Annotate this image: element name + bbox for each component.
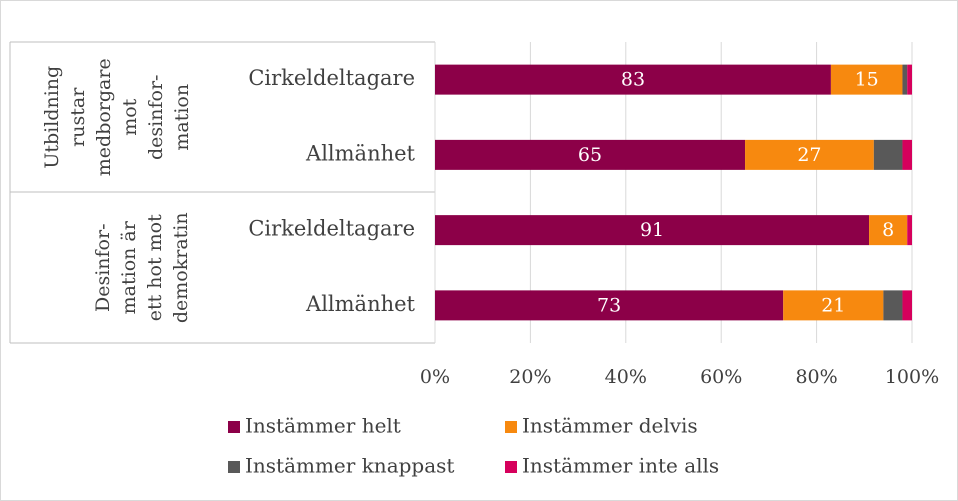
bar-segment	[907, 64, 912, 95]
bar-segment	[902, 64, 908, 95]
legend-label: Instämmer knappast	[245, 454, 454, 478]
data-label: 21	[821, 294, 845, 316]
bar-segment	[435, 290, 784, 321]
bar-segment	[745, 139, 874, 170]
legend-swatch	[228, 461, 240, 473]
data-label: 91	[640, 219, 664, 241]
group-label: medborgare	[93, 58, 115, 176]
data-label: 73	[597, 294, 621, 316]
x-tick-label: 40%	[605, 366, 647, 388]
x-tick-label: 80%	[795, 366, 837, 388]
y-tick-label: Allmänhet	[305, 141, 416, 165]
bar-segment	[435, 139, 746, 170]
legend-swatch	[505, 461, 517, 473]
group-label: mot	[119, 98, 141, 135]
bar-segment	[869, 215, 908, 246]
group-label: demokratin	[170, 212, 192, 323]
group-label: ett hot mot	[144, 214, 166, 321]
legend-swatch	[228, 421, 240, 433]
data-label: 27	[797, 144, 821, 166]
bar-segment	[783, 290, 884, 321]
data-label: 83	[621, 69, 645, 91]
data-label: 8	[882, 219, 894, 241]
group-label: rustar	[67, 87, 89, 147]
group-label: desinfor-	[145, 75, 167, 160]
group-label: Desinfor-	[92, 223, 114, 312]
x-tick-label: 0%	[420, 366, 450, 388]
group-label: mation är	[118, 220, 140, 314]
legend-label: Instämmer inte alls	[522, 454, 719, 478]
x-tick-label: 60%	[700, 366, 742, 388]
x-tick-label: 20%	[509, 366, 551, 388]
bar-segment	[902, 139, 912, 170]
x-tick-label: 100%	[885, 366, 939, 388]
y-tick-label: Allmänhet	[305, 292, 416, 316]
bar-segment	[883, 290, 903, 321]
bar-segment	[435, 215, 870, 246]
legend-label: Instämmer delvis	[522, 414, 698, 438]
data-label: 65	[578, 144, 602, 166]
data-label: 15	[855, 69, 879, 91]
bar-segment	[873, 139, 903, 170]
y-tick-label: Cirkeldeltagare	[248, 66, 415, 90]
y-tick-label: Cirkeldeltagare	[248, 217, 415, 241]
bar-segment	[435, 64, 831, 95]
legend-label: Instämmer helt	[245, 414, 401, 438]
bar-segment	[902, 290, 912, 321]
bar-segment	[907, 215, 912, 246]
bar-segment	[830, 64, 903, 95]
group-label: Utbildning	[41, 66, 63, 169]
legend-swatch	[505, 421, 517, 433]
group-label: mation	[171, 84, 193, 151]
